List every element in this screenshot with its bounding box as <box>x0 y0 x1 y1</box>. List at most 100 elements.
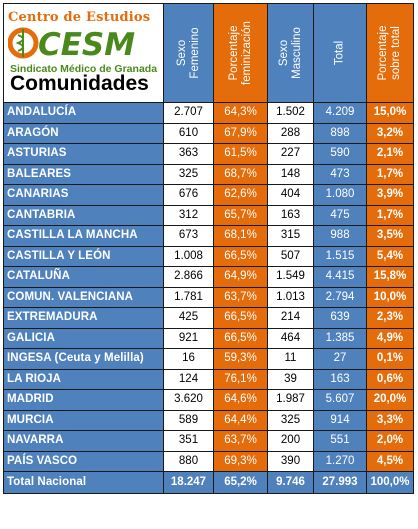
row-name: INGESA (Ceuta y Melilla) <box>3 348 164 370</box>
cell-masc: 325 <box>267 409 314 431</box>
cell-pct-fem: 66,5% <box>213 307 268 329</box>
table-row: LA RIOJA 124 76,1% 39 163 0,6% <box>3 368 414 390</box>
cell-pct-total: 15,0% <box>366 102 414 124</box>
cell-fem: 921 <box>163 327 214 349</box>
header-porcentaje-sobre-total: Porcentaje sobre total <box>366 3 414 103</box>
cell-pct-total: 2,1% <box>366 143 414 165</box>
cell-pct-fem: 68,1% <box>213 225 268 247</box>
cell-fem: 673 <box>163 225 214 247</box>
table-row: ASTURIAS 363 61,5% 227 590 2,1% <box>3 143 414 165</box>
row-name: LA RIOJA <box>3 368 164 390</box>
table-row: CANARIAS 676 62,6% 404 1.080 3,9% <box>3 184 414 206</box>
cell-masc: 163 <box>267 204 314 226</box>
cell-fem: 325 <box>163 163 214 185</box>
cell-total: 4.209 <box>313 102 367 124</box>
cell-pct-fem: 64,4% <box>213 409 268 431</box>
header-total: Total <box>313 3 367 103</box>
cell-total: 4.415 <box>313 266 367 288</box>
cell-pct-fem: 63,7% <box>213 430 268 452</box>
cell-total: 1.515 <box>313 245 367 267</box>
cell-fem: 610 <box>163 122 214 144</box>
cell-total: 163 <box>313 368 367 390</box>
cell-pct-total: 0,6% <box>366 368 414 390</box>
row-name: CATALUÑA <box>3 266 164 288</box>
cell-pct-total: 20,0% <box>366 389 414 411</box>
table-row: CATALUÑA 2.866 64,9% 1.549 4.415 15,8% <box>3 266 414 288</box>
row-name: MADRID <box>3 389 164 411</box>
cell-pct-fem: 64,3% <box>213 102 268 124</box>
cell-total: 475 <box>313 204 367 226</box>
cell-pct-fem: 63,7% <box>213 286 268 308</box>
cell-pct-total: 1,7% <box>366 204 414 226</box>
ocesm-logo-icon: CESM <box>8 27 135 60</box>
cell-pct-fem: 66,5% <box>213 245 268 267</box>
table-row: MADRID 3.620 64,6% 1.987 5.607 20,0% <box>3 389 414 411</box>
cell-masc: 390 <box>267 450 314 472</box>
row-name: PAÍS VASCO <box>3 450 164 472</box>
table-row: ARAGÓN 610 67,9% 288 898 3,2% <box>3 122 414 144</box>
row-name: COMUN. VALENCIANA <box>3 286 164 308</box>
table-row: PAÍS VASCO 880 69,3% 390 1.270 4,5% <box>3 450 414 472</box>
cell-masc: 148 <box>267 163 314 185</box>
row-name: EXTREMADURA <box>3 307 164 329</box>
cell-fem: 363 <box>163 143 214 165</box>
cell-pct-total: 3,5% <box>366 225 414 247</box>
cell-pct-fem: 59,3% <box>213 348 268 370</box>
table-row: CASTILLA Y LEÓN 1.008 66,5% 507 1.515 5,4% <box>3 245 414 267</box>
header-sexo-femenino: Sexo Femenino <box>163 3 214 103</box>
cell-pct-total: 15,8% <box>366 266 414 288</box>
cell-fem: 16 <box>163 348 214 370</box>
cell-fem: 2.707 <box>163 102 214 124</box>
table-row: MURCIA 589 64,4% 325 914 3,3% <box>3 409 414 431</box>
cell-pct-fem: 61,5% <box>213 143 268 165</box>
cell-pct-fem: 67,9% <box>213 122 268 144</box>
logo-top-text: Centro de Estudios <box>8 10 151 25</box>
cell-fem: 18.247 <box>163 471 214 494</box>
cell-fem: 1.781 <box>163 286 214 308</box>
cell-pct-fem: 62,6% <box>213 184 268 206</box>
cell-pct-total: 3,3% <box>366 409 414 431</box>
row-name: CANARIAS <box>3 184 164 206</box>
cell-fem: 3.620 <box>163 389 214 411</box>
table-row: INGESA (Ceuta y Melilla) 16 59,3% 11 27 0,1% <box>3 348 414 370</box>
cell-fem: 425 <box>163 307 214 329</box>
table-title: Comunidades <box>10 72 149 95</box>
row-name: CASTILLA LA MANCHA <box>3 225 164 247</box>
cell-fem: 312 <box>163 204 214 226</box>
cell-pct-total: 4,5% <box>366 450 414 472</box>
logo-sub-text: Sindicato Médico de Granada <box>10 63 158 75</box>
cell-pct-fem: 64,9% <box>213 266 268 288</box>
cell-total: 1.385 <box>313 327 367 349</box>
cell-total: 27 <box>313 348 367 370</box>
table-row: BALEARES 325 68,7% 148 473 1,7% <box>3 163 414 185</box>
cell-pct-fem: 76,1% <box>213 368 268 390</box>
cell-fem: 351 <box>163 430 214 452</box>
cell-masc: 288 <box>267 122 314 144</box>
cell-pct-total: 1,7% <box>366 163 414 185</box>
cell-pct-fem: 65,2% <box>213 471 268 494</box>
cell-total: 551 <box>313 430 367 452</box>
cell-pct-total: 2,3% <box>366 307 414 329</box>
row-name: ARAGÓN <box>3 122 164 144</box>
cell-masc: 315 <box>267 225 314 247</box>
header-porcentaje-feminizacion: Porcentaje feminización <box>213 3 268 103</box>
cell-masc: 200 <box>267 430 314 452</box>
row-name: CASTILLA Y LEÓN <box>3 245 164 267</box>
table-row: ANDALUCÍA 2.707 64,3% 1.502 4.209 15,0% <box>3 102 414 124</box>
cell-pct-fem: 68,7% <box>213 163 268 185</box>
row-name: Total Nacional <box>3 471 164 494</box>
row-name: NAVARRA <box>3 430 164 452</box>
cell-total: 1.080 <box>313 184 367 206</box>
cell-masc: 11 <box>267 348 314 370</box>
table-row: NAVARRA 351 63,7% 200 551 2,0% <box>3 430 414 452</box>
cell-total: 898 <box>313 122 367 144</box>
cell-pct-fem: 64,6% <box>213 389 268 411</box>
cell-masc: 214 <box>267 307 314 329</box>
table-row: CASTILLA LA MANCHA 673 68,1% 315 988 3,5% <box>3 225 414 247</box>
cell-pct-total: 3,9% <box>366 184 414 206</box>
header-row: Centro de Estudios CESM Sindicato Médico… <box>3 3 414 103</box>
cell-masc: 404 <box>267 184 314 206</box>
cell-pct-total: 4,9% <box>366 327 414 349</box>
cell-fem: 1.008 <box>163 245 214 267</box>
